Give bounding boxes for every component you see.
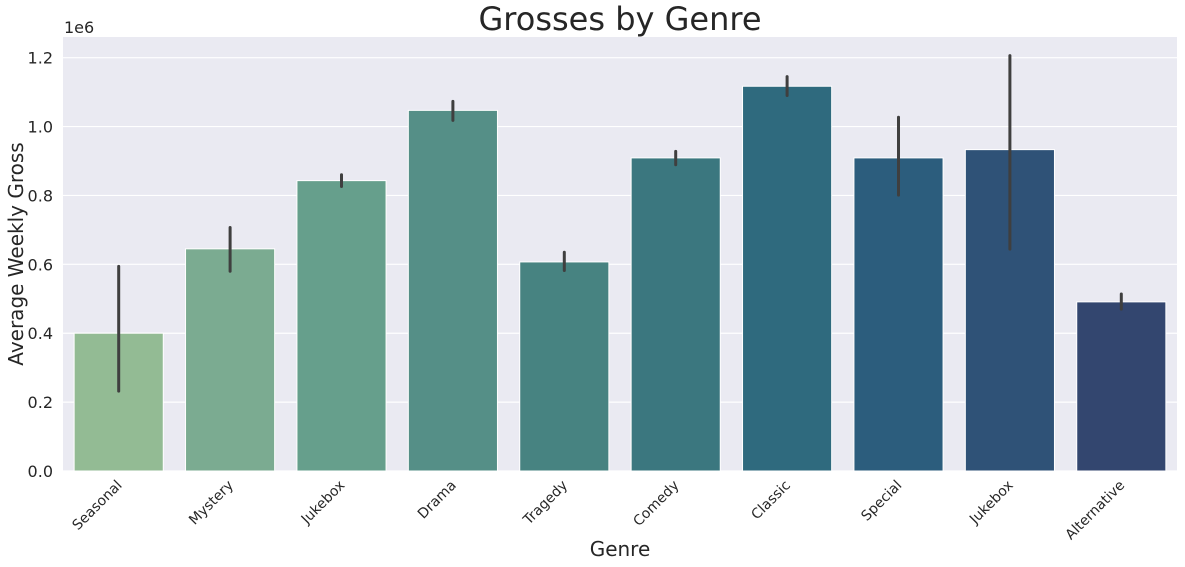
x-tick-label: Special	[858, 478, 905, 525]
x-tick-label: Jukebox	[966, 478, 1017, 529]
y-axis-ticks: 0.0 0.2 0.4 0.6 0.8 1.0 1.2	[28, 49, 53, 481]
x-axis-label: Genre	[590, 537, 651, 561]
chart-title: Grosses by Genre	[478, 0, 761, 38]
x-tick-label: Tragedy	[520, 478, 571, 529]
x-axis-ticks: Seasonal Mystery Jukebox Drama Tragedy Comedy…	[69, 478, 1128, 544]
y-tick-label: 0.8	[28, 186, 53, 205]
error-bars	[117, 54, 1123, 393]
x-tick-label: Mystery	[186, 478, 237, 529]
y-tick-label: 0.4	[28, 324, 53, 343]
y-tick-label: 0.2	[28, 393, 53, 412]
bar	[185, 248, 276, 472]
bar	[1076, 301, 1167, 472]
bar	[296, 180, 387, 472]
x-tick-label: Jukebox	[298, 478, 349, 529]
y-tick-label: 1.0	[28, 118, 53, 137]
y-tick-label: 0.0	[28, 462, 53, 481]
bar	[407, 109, 498, 472]
y-axis-offset-label: 1e6	[64, 18, 94, 37]
bar	[519, 261, 610, 472]
y-tick-label: 0.6	[28, 255, 53, 274]
x-tick-label: Classic	[748, 478, 794, 524]
x-tick-label: Seasonal	[69, 478, 125, 534]
x-tick-label: Alternative	[1063, 478, 1129, 544]
y-tick-label: 1.2	[28, 49, 53, 68]
bar	[853, 157, 944, 472]
x-tick-label: Comedy	[630, 478, 682, 530]
y-axis-label: Average Weekly Gross	[4, 142, 28, 365]
bar	[630, 157, 721, 472]
x-tick-label: Drama	[415, 478, 460, 523]
bar	[742, 85, 833, 472]
